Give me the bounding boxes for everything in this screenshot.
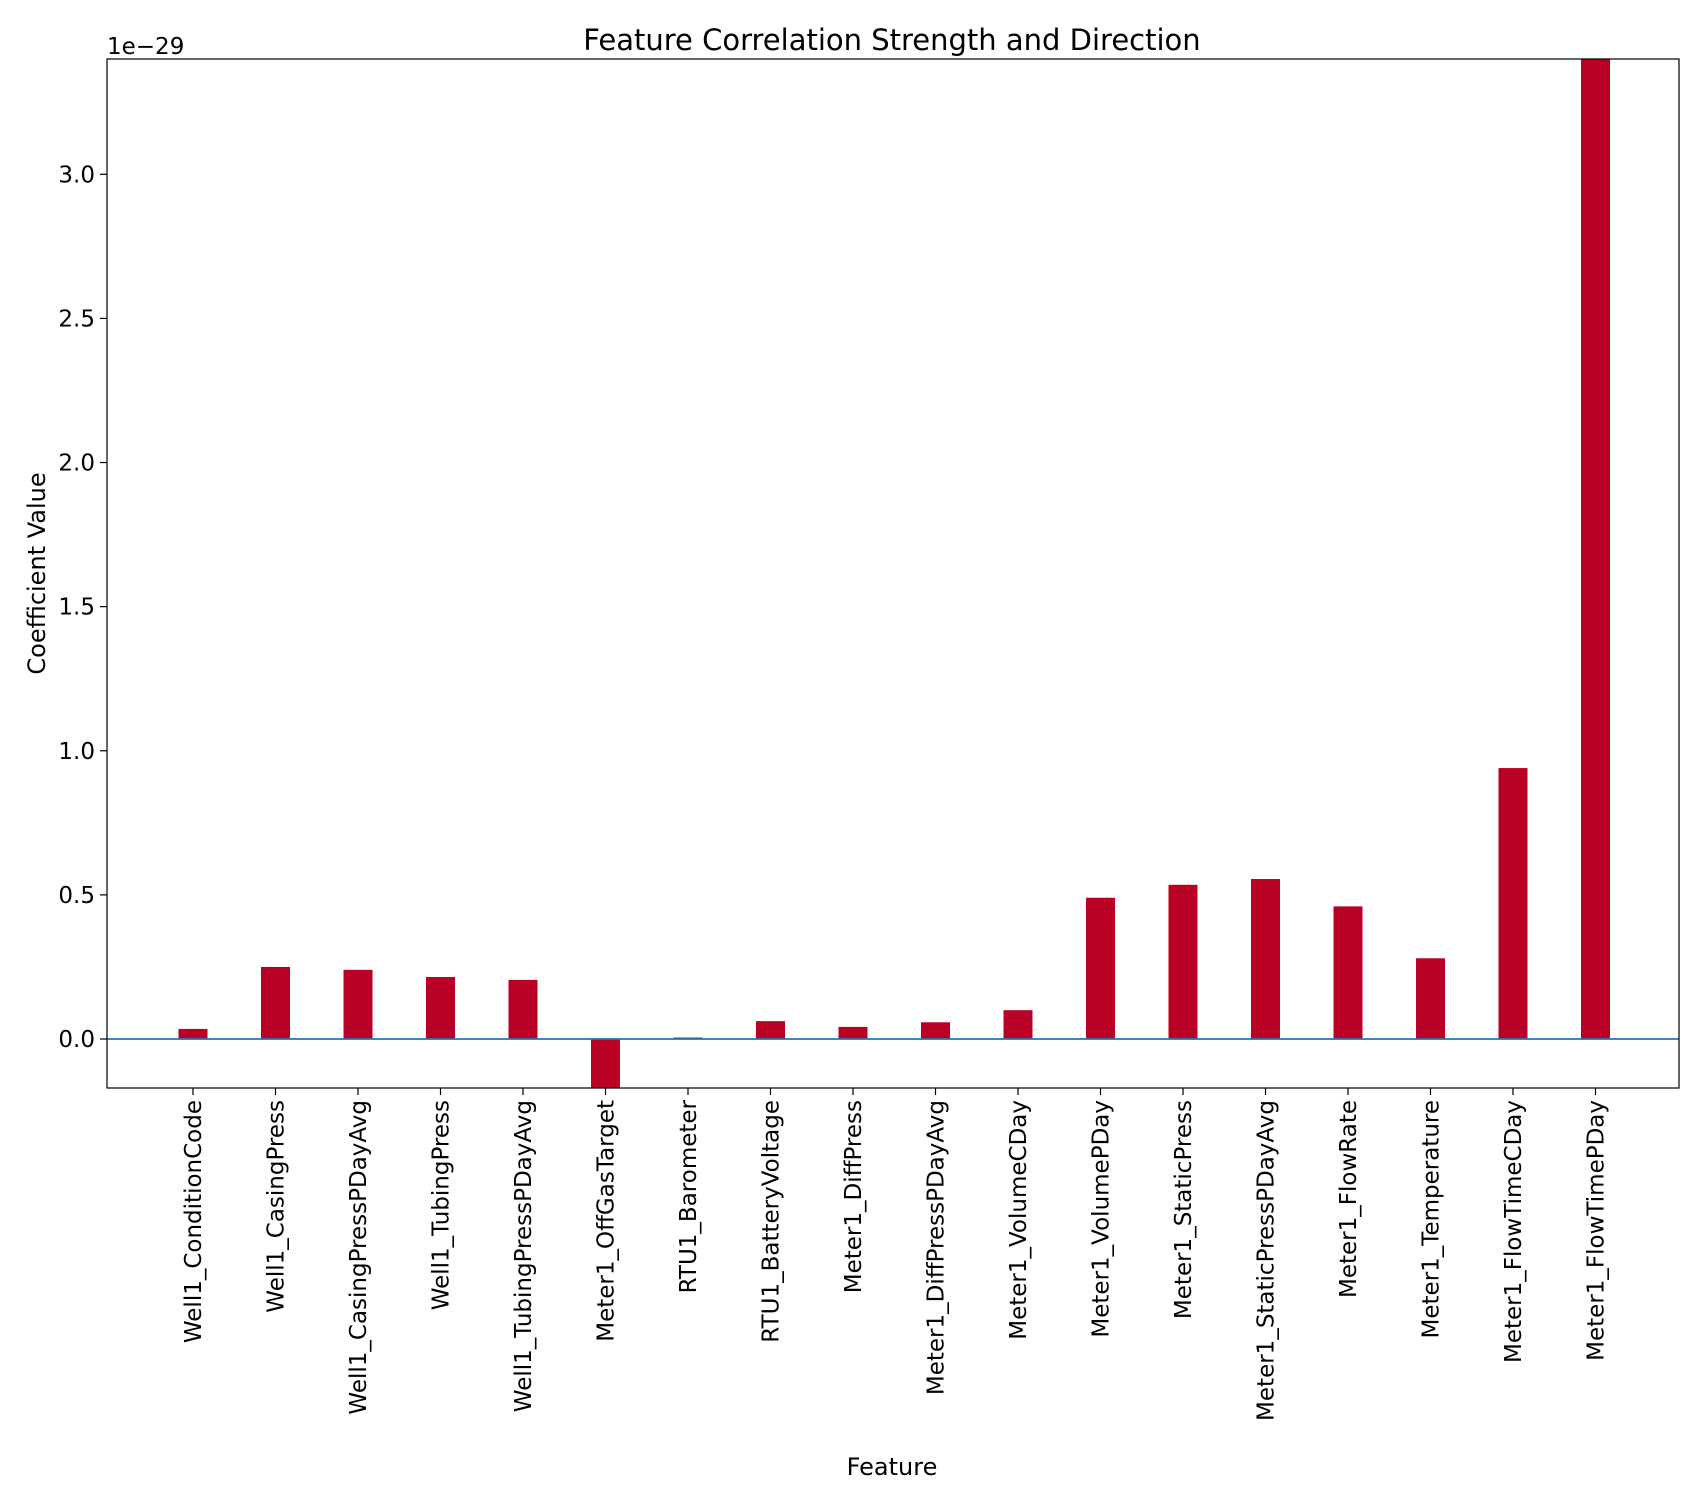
bar-Meter1_OffGasTarget (591, 1039, 620, 1088)
y-tick-label: 3.0 (58, 162, 95, 188)
y-tick-label: 1.0 (58, 739, 95, 765)
y-tick-label: 0.5 (58, 883, 95, 909)
y-tick-label: 0.0 (58, 1027, 95, 1053)
bar-Meter1_StaticPressPDayAvg (1251, 879, 1280, 1039)
x-tick-label: Meter1_DiffPressPDayAvg (924, 1100, 950, 1395)
x-tick-label: Well1_CasingPressPDayAvg (346, 1100, 372, 1415)
bar-Meter1_FlowTimeCDay (1498, 768, 1528, 1039)
bar-Well1_TubingPressPDayAvg (508, 979, 538, 1039)
x-axis-label: Feature (847, 1453, 938, 1481)
y-tick-label: 2.5 (58, 306, 95, 332)
x-tick-label: Meter1_VolumeCDay (1006, 1100, 1032, 1340)
plot-area-frame (106, 58, 1680, 1089)
bar-RTU1_BatteryVoltage (756, 1021, 785, 1039)
bar-Meter1_DiffPressPDayAvg (921, 1022, 950, 1039)
x-tick-label: Meter1_StaticPress (1171, 1100, 1197, 1319)
x-tick-label: Meter1_VolumePDay (1089, 1100, 1115, 1338)
y-axis-label: Coefficient Value (23, 472, 51, 674)
x-tick-label: Meter1_DiffPress (841, 1100, 867, 1293)
x-tick-label: Meter1_OffGasTarget (594, 1100, 620, 1342)
bar-Well1_TubingPress (426, 977, 455, 1039)
x-tick-label: Well1_CasingPress (264, 1100, 290, 1313)
y-tick-label: 2.0 (58, 451, 95, 477)
y-axis-offset-text: 1e−29 (107, 34, 184, 60)
y-axis-ticks: 0.0 0.5 1.0 1.5 2.0 2.5 3.0 (58, 162, 107, 1053)
x-tick-label: RTU1_BatteryVoltage (759, 1100, 785, 1343)
x-tick-label: Meter1_FlowTimeCDay (1501, 1100, 1527, 1363)
x-tick-label: Well1_ConditionCode (181, 1100, 207, 1343)
bar-Well1_CasingPressPDayAvg (343, 969, 373, 1039)
bar-Well1_CasingPress (261, 966, 290, 1039)
x-tick-label: Meter1_FlowRate (1336, 1100, 1362, 1298)
bar-Meter1_StaticPress (1168, 884, 1198, 1039)
x-tick-label: Meter1_Temperature (1419, 1100, 1445, 1338)
bars-group (178, 59, 1610, 1088)
chart-title: Feature Correlation Strength and Directi… (583, 23, 1200, 57)
bar-Meter1_VolumePDay (1086, 897, 1115, 1039)
x-tick-label: RTU1_Barometer (676, 1099, 702, 1293)
bar-Meter1_VolumeCDay (1003, 1010, 1033, 1039)
x-axis-ticks: Well1_ConditionCode Well1_CasingPress Well… (181, 1088, 1610, 1421)
x-tick-label: Meter1_StaticPressPDayAvg (1254, 1100, 1280, 1421)
x-tick-label: Well1_TubingPressPDayAvg (511, 1100, 537, 1412)
x-tick-label: Meter1_FlowTimePDay (1584, 1100, 1610, 1361)
bar-Meter1_Temperature (1416, 958, 1445, 1039)
y-tick-label: 1.5 (58, 595, 95, 621)
x-tick-label: Well1_TubingPress (429, 1100, 455, 1310)
bar-Well1_ConditionCode (178, 1028, 208, 1039)
bar-Meter1_DiffPress (838, 1026, 868, 1039)
bar-Meter1_FlowTimePDay (1581, 59, 1610, 1039)
bar-Meter1_FlowRate (1333, 906, 1363, 1039)
